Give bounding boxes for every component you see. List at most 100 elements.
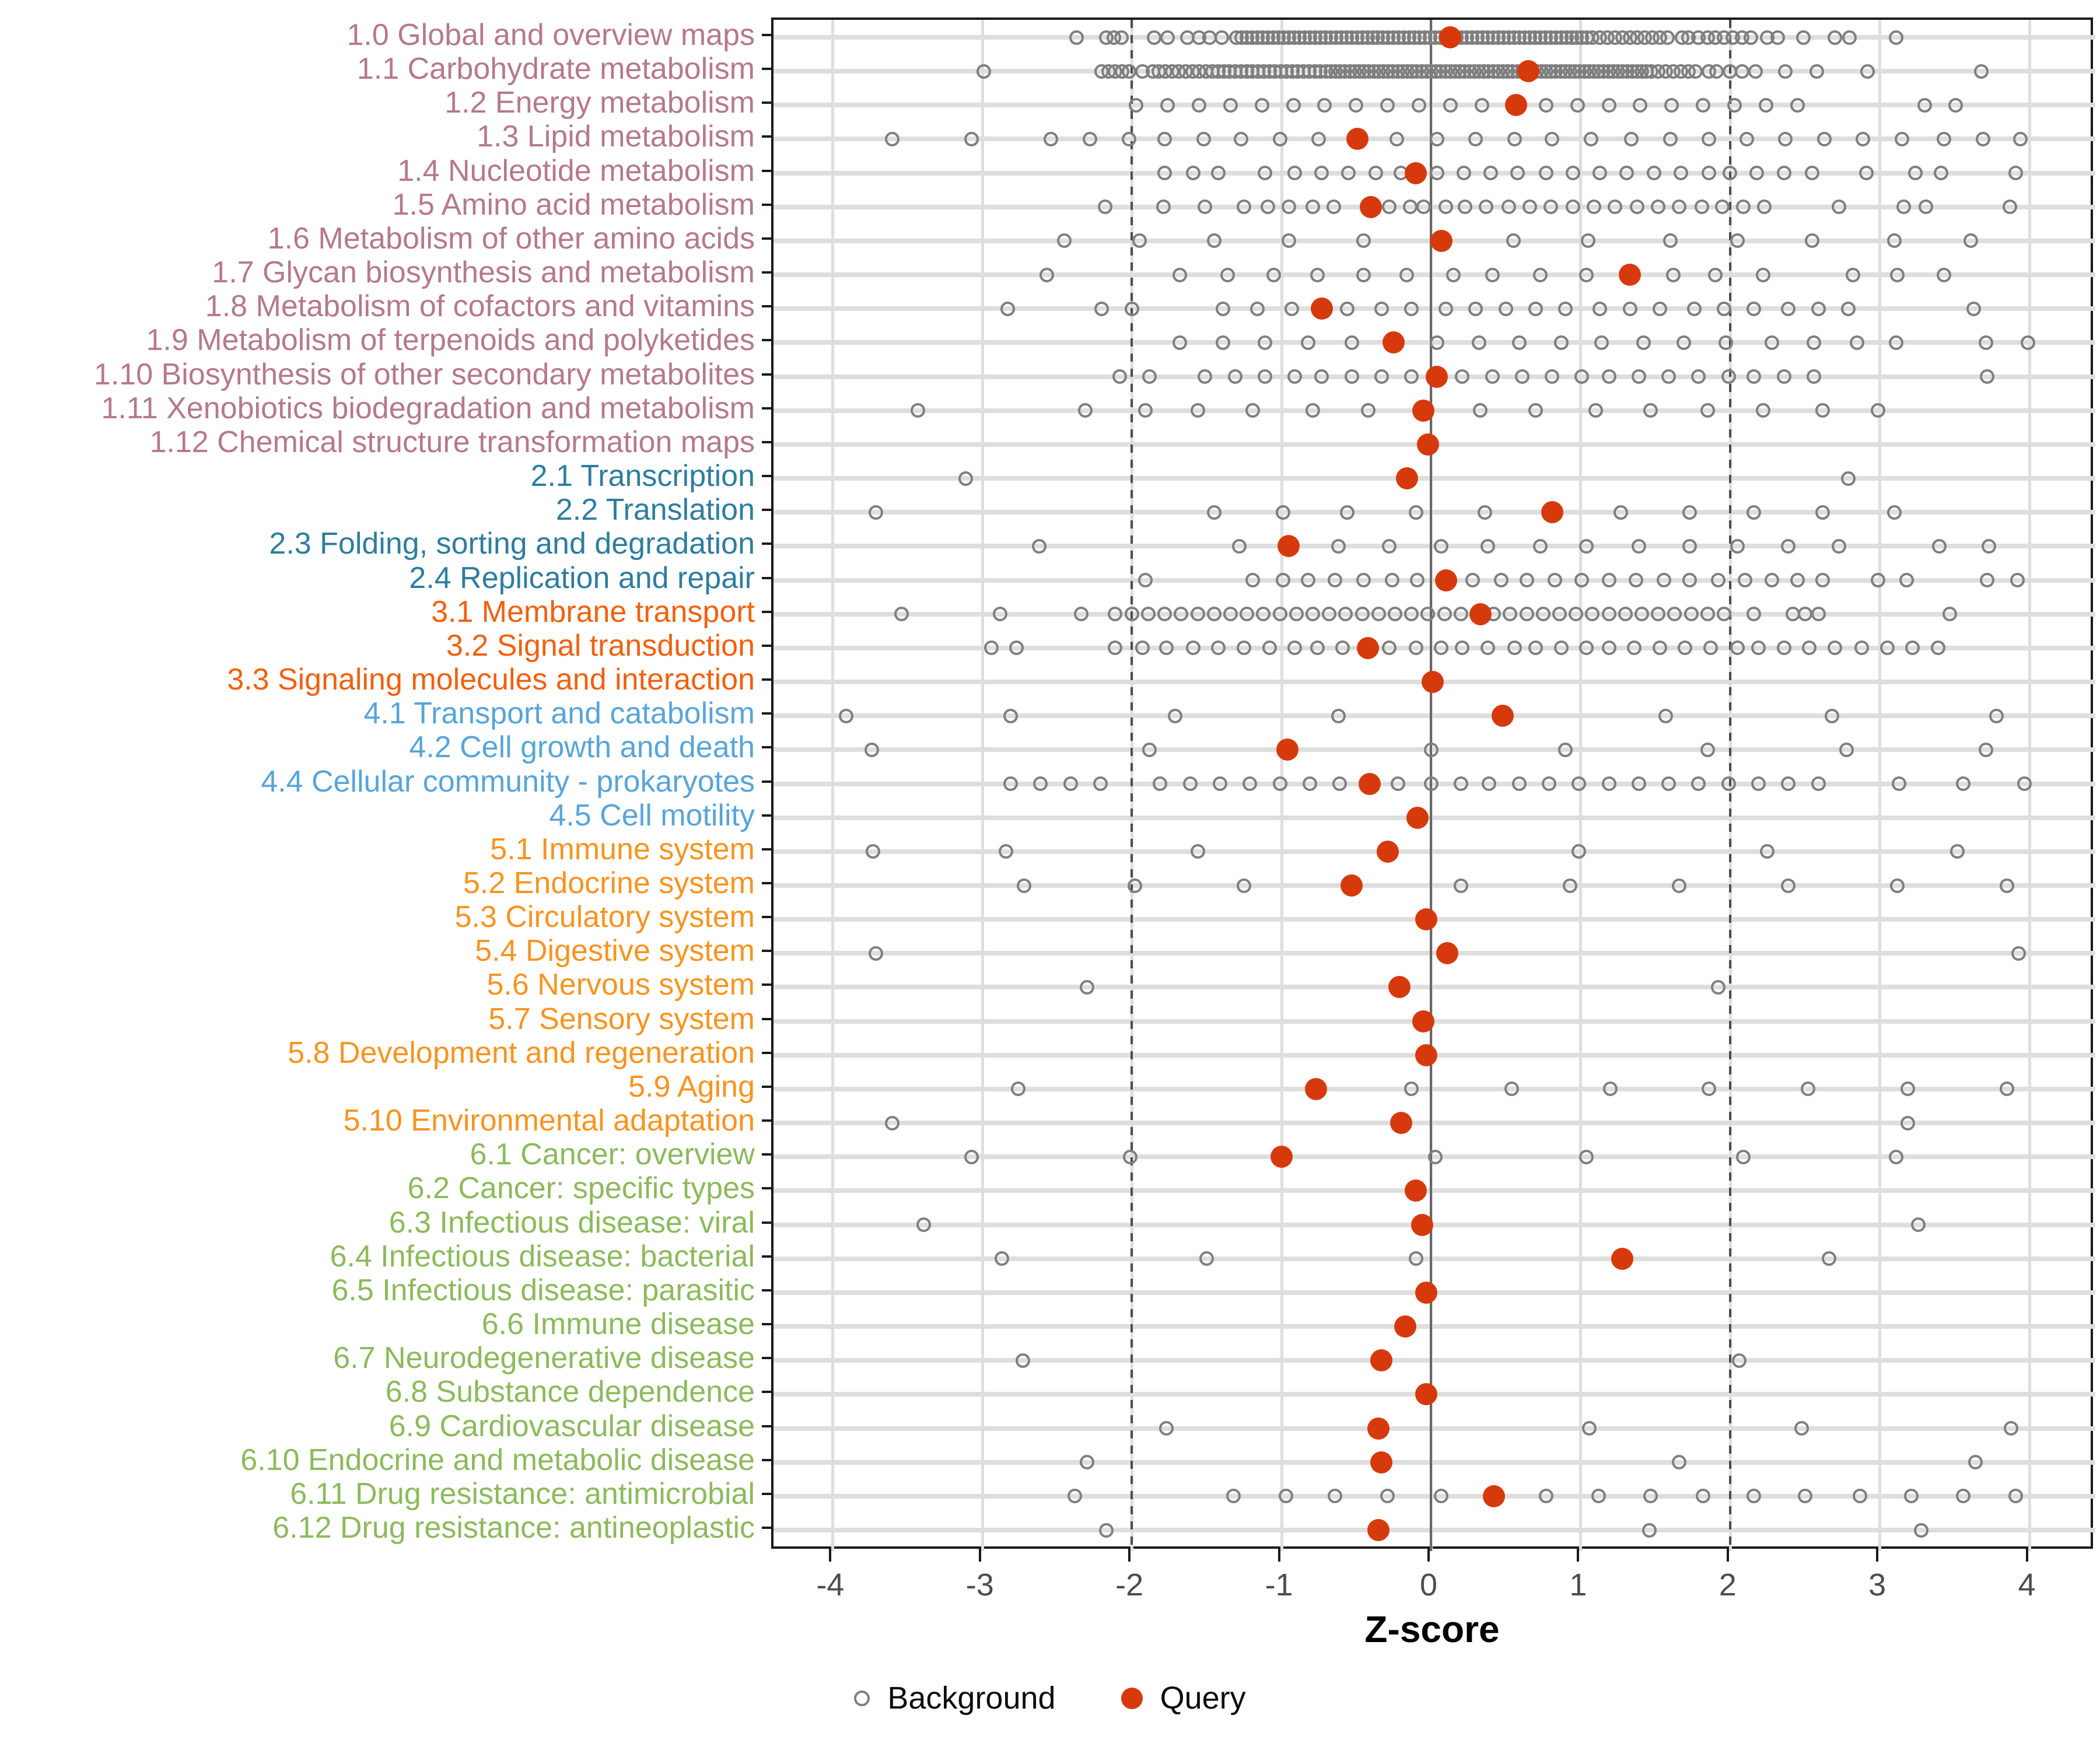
background-point bbox=[1093, 776, 1108, 792]
y-axis-tick bbox=[762, 848, 771, 850]
background-point bbox=[1108, 640, 1123, 656]
background-point bbox=[1455, 369, 1470, 384]
background-point bbox=[2011, 946, 2027, 961]
background-point bbox=[1216, 301, 1231, 316]
background-point bbox=[1919, 200, 1934, 215]
background-point bbox=[1399, 267, 1415, 282]
background-point bbox=[1943, 607, 1958, 622]
query-point bbox=[1394, 1315, 1417, 1338]
background-point bbox=[1198, 369, 1213, 384]
background-point bbox=[1494, 573, 1508, 588]
background-point bbox=[1223, 97, 1238, 113]
background-point bbox=[1429, 131, 1444, 146]
background-point bbox=[1079, 1455, 1094, 1470]
background-point bbox=[1800, 1082, 1815, 1097]
query-point bbox=[1415, 1281, 1438, 1304]
background-point bbox=[911, 403, 926, 418]
background-point bbox=[1601, 776, 1616, 792]
background-point bbox=[1142, 369, 1157, 384]
background-point bbox=[1572, 844, 1587, 859]
background-point bbox=[1964, 233, 1979, 249]
background-point bbox=[1978, 742, 1993, 757]
y-axis-tick bbox=[762, 271, 771, 274]
background-point bbox=[1880, 640, 1895, 656]
background-point bbox=[1566, 166, 1581, 181]
background-point bbox=[1736, 1149, 1751, 1164]
background-point bbox=[1702, 131, 1717, 146]
y-axis-label: 5.3 Circulatory system bbox=[454, 900, 755, 935]
background-point bbox=[1305, 403, 1320, 418]
background-point bbox=[1661, 369, 1676, 384]
background-point bbox=[1570, 97, 1585, 113]
background-point bbox=[1322, 607, 1337, 622]
background-point bbox=[1796, 30, 1811, 45]
x-axis-tick-label: 1 bbox=[1569, 1567, 1587, 1602]
background-point bbox=[1506, 233, 1521, 249]
background-point bbox=[1914, 1522, 1929, 1538]
background-point bbox=[885, 1115, 900, 1130]
background-point bbox=[1156, 200, 1171, 215]
background-point bbox=[1975, 131, 1990, 146]
row-stripe bbox=[774, 883, 2095, 888]
background-point bbox=[1673, 166, 1688, 181]
background-point bbox=[1888, 1149, 1903, 1164]
background-point bbox=[1936, 131, 1951, 146]
background-point bbox=[1010, 1082, 1026, 1097]
background-point bbox=[1250, 301, 1265, 316]
row-stripe bbox=[774, 1086, 2095, 1091]
y-axis-label: 1.10 Biosynthesis of other secondary met… bbox=[93, 357, 755, 391]
background-point bbox=[1845, 267, 1860, 282]
background-point bbox=[1950, 844, 1965, 859]
x-axis-tick-label: 0 bbox=[1419, 1567, 1438, 1602]
background-point bbox=[1781, 878, 1796, 893]
background-point bbox=[1652, 301, 1667, 316]
background-point bbox=[1839, 742, 1854, 757]
row-stripe bbox=[774, 849, 2095, 854]
background-point bbox=[1736, 200, 1751, 215]
background-point bbox=[1272, 131, 1287, 146]
background-point bbox=[1468, 131, 1483, 146]
background-point bbox=[1389, 131, 1404, 146]
background-point bbox=[1206, 505, 1222, 520]
y-axis-label: 4.5 Cell motility bbox=[549, 798, 755, 832]
background-point bbox=[1710, 573, 1726, 588]
y-axis-label: 6.3 Infectious disease: viral bbox=[388, 1205, 755, 1240]
background-point bbox=[1887, 233, 1902, 249]
background-point bbox=[1746, 505, 1762, 520]
background-point bbox=[1827, 640, 1842, 656]
background-point bbox=[1746, 369, 1762, 384]
background-point bbox=[1631, 538, 1646, 554]
x-axis-tick bbox=[1876, 1549, 1879, 1562]
query-point bbox=[1436, 942, 1459, 965]
background-point bbox=[1124, 607, 1139, 622]
background-point bbox=[1314, 166, 1329, 181]
y-axis-label: 6.5 Infectious disease: parasitic bbox=[331, 1273, 755, 1307]
background-point bbox=[1328, 573, 1343, 588]
background-point bbox=[1672, 1455, 1687, 1470]
background-point bbox=[1821, 1251, 1836, 1266]
background-point bbox=[1657, 573, 1672, 588]
background-point bbox=[1535, 607, 1550, 622]
y-axis-tick bbox=[762, 576, 771, 579]
query-point bbox=[1482, 1485, 1505, 1507]
y-axis-tick bbox=[762, 1391, 771, 1394]
query-point bbox=[1357, 636, 1380, 659]
background-point bbox=[1453, 776, 1468, 792]
y-axis-tick bbox=[762, 1255, 771, 1258]
background-point bbox=[1261, 200, 1276, 215]
query-point bbox=[1367, 1417, 1390, 1440]
y-axis-label: 6.10 Endocrine and metabolic disease bbox=[240, 1443, 755, 1477]
y-axis-tick bbox=[762, 440, 771, 443]
background-point bbox=[1790, 573, 1805, 588]
background-point bbox=[1078, 403, 1093, 418]
background-point bbox=[1579, 267, 1594, 282]
query-point bbox=[1434, 569, 1457, 592]
background-point bbox=[1832, 538, 1847, 554]
background-point bbox=[1538, 166, 1553, 181]
background-point bbox=[1532, 267, 1548, 282]
x-axis-tick-label: -4 bbox=[816, 1567, 845, 1602]
background-point bbox=[1237, 640, 1251, 656]
background-point bbox=[1856, 131, 1871, 146]
background-point bbox=[1138, 573, 1153, 588]
background-point bbox=[1190, 844, 1205, 859]
